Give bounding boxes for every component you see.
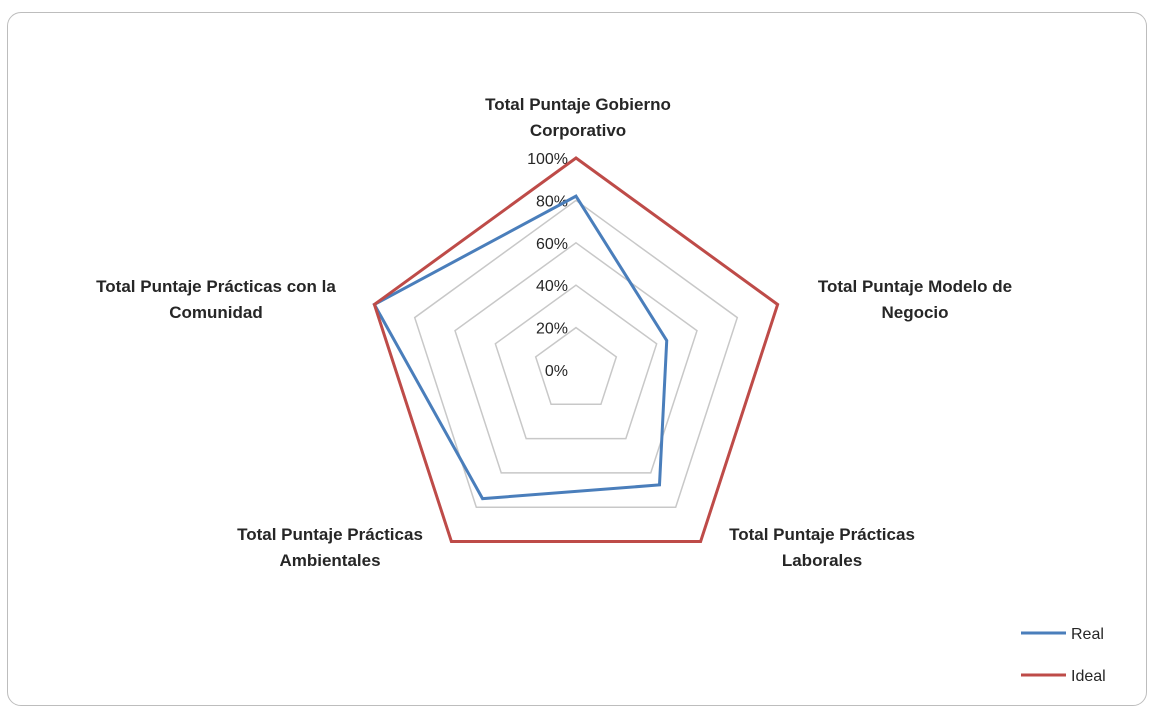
axis-label: Total Puntaje Prácticas Ambientales [237, 525, 423, 570]
axis-label: Total Puntaje Prácticas Laborales [729, 525, 915, 570]
grid-ring [413, 199, 739, 508]
tick-label: 40% [536, 278, 568, 295]
axis-label: Total Puntaje Prácticas con la Comunidad [96, 277, 336, 322]
radar-grid [373, 157, 779, 543]
axis-label: Total Puntaje Modelo de Negocio [818, 277, 1012, 322]
chart-area [7, 12, 1147, 706]
radial-tick-labels: 0%20%40%60%80%100% [527, 151, 568, 380]
tick-label: 0% [545, 363, 568, 380]
legend-label-ideal: Ideal [1071, 668, 1106, 685]
grid-ring [373, 157, 779, 543]
grid-ring [494, 284, 658, 440]
series-line-real [372, 194, 669, 501]
legend: Real Ideal [1021, 626, 1106, 685]
tick-label: 20% [536, 321, 568, 338]
tick-label: 60% [536, 236, 568, 253]
axis-label: Total Puntaje Gobierno Corporativo [485, 95, 671, 140]
series-lines [372, 156, 780, 544]
grid-ring [454, 241, 698, 474]
grid-ring [534, 326, 618, 406]
axis-labels: Total Puntaje Gobierno Corporativo Total P… [96, 95, 1012, 570]
series-line-ideal [372, 156, 780, 544]
tick-label: 100% [527, 151, 568, 168]
legend-label-real: Real [1071, 626, 1104, 643]
